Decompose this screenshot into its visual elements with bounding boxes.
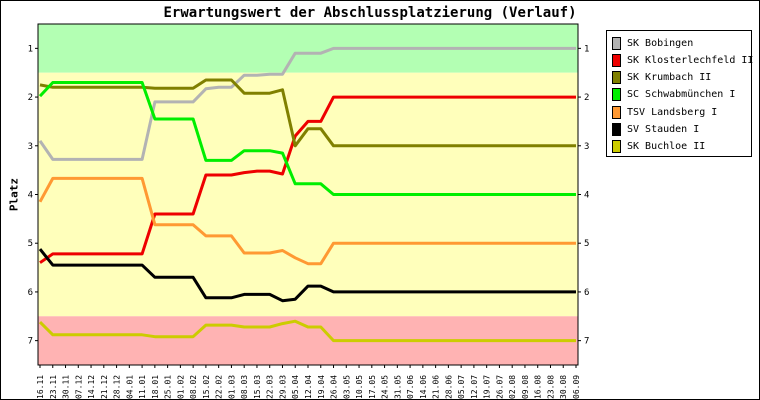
legend: SK Bobingen SK Klosterlechfeld II SK Krumb… [606, 30, 753, 157]
legend-label: SV Stauden I [627, 124, 700, 135]
y-tick-label-right: 5 [584, 239, 589, 249]
x-tick-label: 09.08 [521, 375, 530, 399]
y-tick-label-left: 5 [28, 239, 33, 249]
series-line-sk-bobingen [38, 46, 576, 161]
x-tick-label: 18.01 [151, 375, 160, 399]
x-tick-label: 01.02 [176, 375, 185, 399]
x-tick-label: 06.09 [572, 375, 581, 399]
legend-label: TSV Landsberg I [627, 106, 718, 118]
y-tick-label-left: 6 [28, 288, 33, 298]
y-tick-label-left: 7 [28, 337, 33, 347]
chart-title: Erwartungswert der Abschlussplatzierung … [163, 5, 577, 21]
x-tick-label: 01.03 [227, 375, 236, 399]
x-tick-label: 23.11 [49, 375, 58, 399]
y-tick-label-right: 4 [584, 191, 589, 201]
x-tick-label: 30.08 [559, 375, 568, 399]
x-tick-label: 21.06 [432, 375, 441, 399]
series-line-sv-stauden-i [38, 248, 576, 303]
legend-item: TSV Landsberg I [612, 104, 717, 120]
x-tick-label: 03.05 [342, 375, 351, 399]
legend-item: SV Stauden I [612, 122, 699, 138]
legend-swatch [612, 88, 621, 102]
x-tick-label: 29.03 [278, 375, 287, 399]
x-tick-label: 31.05 [393, 375, 402, 399]
legend-swatch [612, 53, 621, 67]
x-tick-label: 05.04 [291, 375, 300, 399]
legend-label: SK Buchloe II [627, 141, 706, 153]
x-tick-label: 26.07 [495, 375, 504, 399]
y-tick-label-right: 7 [584, 337, 589, 347]
x-tick-label: 15.02 [202, 375, 211, 399]
series-line-sk-buchloe-ii [38, 319, 576, 343]
legend-item: SC Schwabmünchen I [612, 87, 735, 103]
x-tick-label: 12.07 [470, 375, 479, 399]
x-tick-label: 08.02 [189, 375, 198, 399]
y-tick-label-right: 2 [584, 93, 589, 103]
legend-item: SK Krumbach II [612, 70, 711, 86]
x-tick-label: 16.08 [534, 375, 543, 399]
x-tick-label: 04.01 [125, 375, 134, 399]
legend-label: SK Krumbach II [627, 72, 712, 84]
x-tick-label: 17.05 [368, 375, 377, 399]
series-line-sc-schwabm-nchen-i [38, 81, 576, 196]
legend-swatch [612, 123, 621, 136]
x-tick-label: 02.08 [508, 375, 517, 399]
legend-item: SK Buchloe II [612, 139, 705, 155]
x-tick-label: 14.12 [87, 375, 96, 399]
series-line-sk-krumbach-ii [39, 78, 576, 148]
x-tick-label: 30.11 [62, 375, 71, 399]
y-tick-label-left: 3 [28, 142, 33, 152]
x-tick-label: 05.07 [457, 375, 466, 399]
y-tick-label-right: 1 [584, 44, 589, 54]
x-tick-label: 28.12 [113, 375, 122, 399]
legend-swatch [612, 71, 621, 85]
x-tick-label: 25.01 [164, 375, 173, 399]
x-tick-label: 11.01 [138, 375, 147, 399]
x-tick-label: 08.03 [240, 375, 249, 399]
x-tick-label: 22.03 [266, 375, 275, 399]
x-tick-label: 21.12 [100, 375, 109, 399]
x-tick-label: 07.12 [74, 375, 83, 399]
series-line-sk-klosterlechfeld-ii [39, 95, 576, 264]
y-tick-label-left: 1 [28, 44, 33, 54]
legend-swatch [612, 36, 621, 50]
legend-swatch [612, 140, 621, 154]
y-tick-label-left: 2 [28, 93, 33, 103]
legend-label: SK Bobingen [627, 37, 694, 49]
x-tick-label: 28.06 [444, 375, 453, 399]
x-tick-label: 19.04 [317, 375, 326, 399]
legend-item: SK Klosterlechfeld II [612, 52, 753, 68]
x-tick-label: 07.06 [406, 375, 415, 399]
x-tick-label: 19.07 [483, 375, 492, 399]
legend-label: SK Klosterlechfeld II [627, 54, 754, 66]
x-tick-label: 14.06 [419, 375, 428, 399]
y-tick-label-left: 4 [28, 191, 33, 201]
x-tick-label: 15.03 [253, 375, 262, 399]
x-tick-label: 23.08 [546, 375, 555, 399]
x-tick-label: 22.02 [215, 375, 224, 399]
legend-label: SC Schwabmünchen I [627, 89, 736, 101]
x-tick-label: 24.05 [381, 375, 390, 399]
legend-swatch [612, 105, 621, 119]
y-tick-label-right: 3 [584, 142, 589, 152]
series-line-tsv-landsberg-i [38, 176, 576, 266]
x-tick-label: 16.11 [36, 375, 45, 399]
y-tick-label-right: 6 [584, 288, 589, 298]
legend-item: SK Bobingen [612, 35, 693, 51]
x-tick-label: 26.04 [330, 375, 339, 399]
x-tick-label: 10.05 [355, 375, 364, 399]
x-tick-label: 12.04 [304, 375, 313, 399]
